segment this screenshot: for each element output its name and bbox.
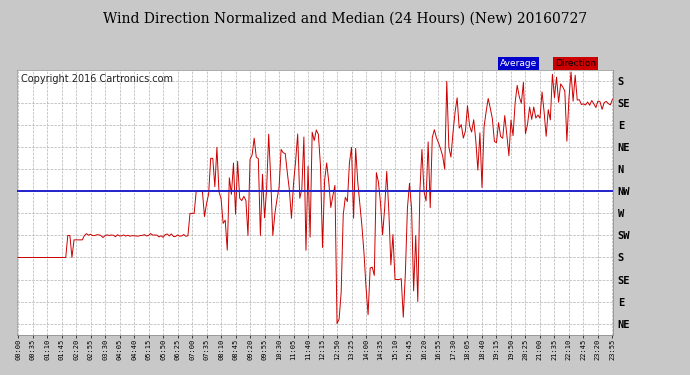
Text: Copyright 2016 Cartronics.com: Copyright 2016 Cartronics.com — [21, 74, 172, 84]
Text: Wind Direction Normalized and Median (24 Hours) (New) 20160727: Wind Direction Normalized and Median (24… — [103, 11, 587, 25]
Text: Direction: Direction — [555, 59, 596, 68]
Text: Average: Average — [500, 59, 537, 68]
